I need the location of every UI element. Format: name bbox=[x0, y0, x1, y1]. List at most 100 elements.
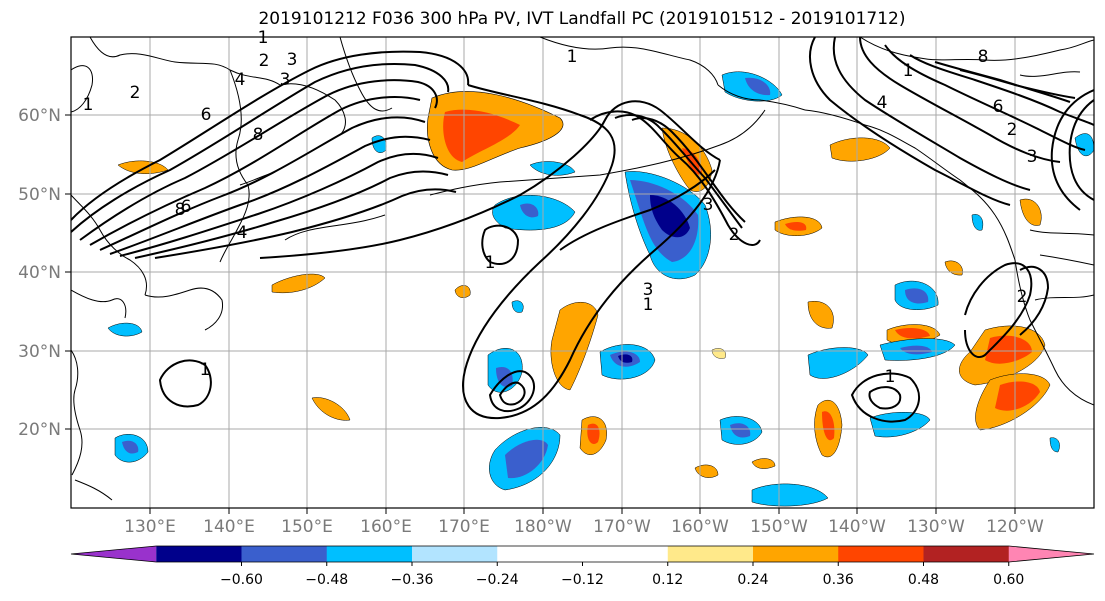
positive-anomaly-region bbox=[711, 348, 726, 359]
positive-anomaly-core bbox=[822, 411, 835, 441]
contour-label: 1 bbox=[903, 61, 914, 81]
lon-label: 160°W bbox=[671, 517, 729, 537]
colorbar-tick-label: 0.48 bbox=[908, 572, 939, 588]
contour-label: 3 bbox=[643, 280, 654, 300]
lat-label: 20°N bbox=[18, 420, 61, 440]
colorbar-cell bbox=[497, 546, 583, 562]
contour-label: 3 bbox=[1027, 147, 1038, 167]
positive-anomaly-core bbox=[895, 328, 930, 339]
longitude-labels: 130°E 140°E 150°E 160°E 170°E 180°W 170°… bbox=[124, 517, 1044, 537]
figure-title: 2019101212 F036 300 hPa PV, IVT Landfall… bbox=[258, 9, 906, 29]
lon-label: 170°E bbox=[438, 517, 490, 537]
colorbar-tick-label: −0.48 bbox=[305, 572, 348, 588]
contour-label: 1 bbox=[258, 28, 269, 48]
contour-label: 2 bbox=[729, 225, 740, 245]
contour-label: 1 bbox=[885, 367, 896, 387]
lon-label: 120°W bbox=[986, 517, 1044, 537]
colorbar-cell bbox=[156, 546, 242, 562]
negative-anomaly-region bbox=[730, 423, 751, 438]
colorbar: −0.60 −0.48 −0.36 −0.24 −0.12 0.12 0.24 0.36 0.4… bbox=[70, 545, 1095, 588]
contour-label: 1 bbox=[567, 47, 578, 67]
lat-label: 30°N bbox=[18, 342, 61, 362]
lon-label: 170°W bbox=[593, 517, 651, 537]
contour-label: 2 bbox=[1017, 287, 1028, 307]
negative-anomaly-region bbox=[807, 347, 869, 379]
positive-anomaly-core bbox=[995, 381, 1040, 411]
lat-label: 60°N bbox=[18, 106, 61, 126]
colorbar-cell bbox=[71, 546, 157, 562]
contour-label: 6 bbox=[201, 105, 212, 125]
negative-anomaly-region bbox=[107, 322, 143, 337]
colorbar-tick-label: 0.12 bbox=[652, 572, 683, 588]
pv-contours bbox=[71, 37, 1094, 423]
colorbar-tick-label: 0.60 bbox=[993, 572, 1024, 588]
contour-label: 1 bbox=[643, 295, 654, 315]
positive-anomaly-region bbox=[829, 137, 891, 162]
contour-label: 8 bbox=[175, 200, 186, 220]
contour-label: 1 bbox=[200, 360, 211, 380]
lon-label: 130°E bbox=[124, 517, 176, 537]
negative-anomaly-region bbox=[900, 345, 932, 355]
lon-label: 140°E bbox=[203, 517, 255, 537]
contour-labels: 1 2 3 4 6 8 1 2 3 4 6 8 1 2 3 1 1 1 2 3 … bbox=[83, 28, 1038, 387]
negative-anomaly-region bbox=[520, 203, 539, 218]
lon-label: 130°W bbox=[907, 517, 965, 537]
negative-anomaly-region bbox=[505, 439, 548, 479]
contour-label: 1 bbox=[83, 95, 94, 115]
negative-anomaly-region bbox=[1049, 437, 1060, 453]
negative-anomaly-region bbox=[511, 300, 524, 313]
lon-label: 160°E bbox=[360, 517, 412, 537]
negative-anomaly-region bbox=[751, 483, 829, 507]
colorbar-cell bbox=[1008, 546, 1094, 562]
colorbar-cell bbox=[412, 546, 498, 562]
lon-label: 140°W bbox=[828, 517, 886, 537]
positive-anomaly-region bbox=[117, 160, 169, 174]
negative-anomaly-region bbox=[905, 288, 929, 304]
colorbar-tick-label: 0.24 bbox=[737, 572, 768, 588]
negative-anomaly-region bbox=[122, 440, 139, 454]
lon-label: 150°E bbox=[281, 517, 333, 537]
colorbar-tick-label: −0.24 bbox=[476, 572, 519, 588]
positive-anomaly-region bbox=[311, 397, 351, 421]
negative-anomaly-region bbox=[1074, 133, 1094, 157]
colorbar-tick-label: −0.60 bbox=[220, 572, 263, 588]
contour-label: 8 bbox=[978, 47, 989, 67]
lat-label: 50°N bbox=[18, 185, 61, 205]
colorbar-cell bbox=[582, 546, 669, 562]
colorbar-tick-label: −0.12 bbox=[561, 572, 604, 588]
positive-anomaly-region bbox=[694, 464, 719, 478]
positive-anomaly-region bbox=[807, 300, 834, 329]
contour-label: 3 bbox=[287, 50, 298, 70]
positive-anomaly-region bbox=[751, 458, 776, 469]
contour-label: 8 bbox=[253, 125, 264, 145]
latitude-labels: 60°N 50°N 40°N 30°N 20°N bbox=[18, 106, 61, 440]
axis-ticks bbox=[65, 114, 1016, 514]
lon-label: 150°W bbox=[750, 517, 808, 537]
contour-label: 4 bbox=[235, 70, 246, 90]
colorbar-cell bbox=[326, 546, 413, 562]
contour-label: 6 bbox=[993, 97, 1004, 117]
colorbar-cell bbox=[667, 546, 754, 562]
coastlines bbox=[71, 37, 1094, 501]
negative-anomaly-region bbox=[745, 77, 771, 96]
negative-anomaly-region bbox=[971, 214, 984, 231]
negative-anomaly-region bbox=[371, 135, 387, 153]
colorbar-tick-label: 0.36 bbox=[823, 572, 854, 588]
positive-anomaly-region bbox=[454, 285, 471, 298]
colorbar-cell bbox=[241, 546, 328, 562]
contour-label: 2 bbox=[259, 51, 270, 71]
lon-label: 180°W bbox=[514, 517, 572, 537]
positive-anomaly-region bbox=[944, 260, 963, 276]
positive-anomaly-region bbox=[550, 302, 599, 391]
colorbar-cell bbox=[838, 546, 924, 562]
contour-label: 2 bbox=[130, 83, 141, 103]
lat-label: 40°N bbox=[18, 263, 61, 283]
positive-anomaly-core bbox=[785, 222, 807, 231]
contour-label: 1 bbox=[485, 253, 496, 273]
colorbar-outline bbox=[70, 545, 1095, 563]
colorbar-cell bbox=[753, 546, 839, 562]
contour-label: 3 bbox=[703, 195, 714, 215]
contour-label: 4 bbox=[237, 223, 248, 243]
positive-anomaly-region bbox=[271, 273, 326, 294]
